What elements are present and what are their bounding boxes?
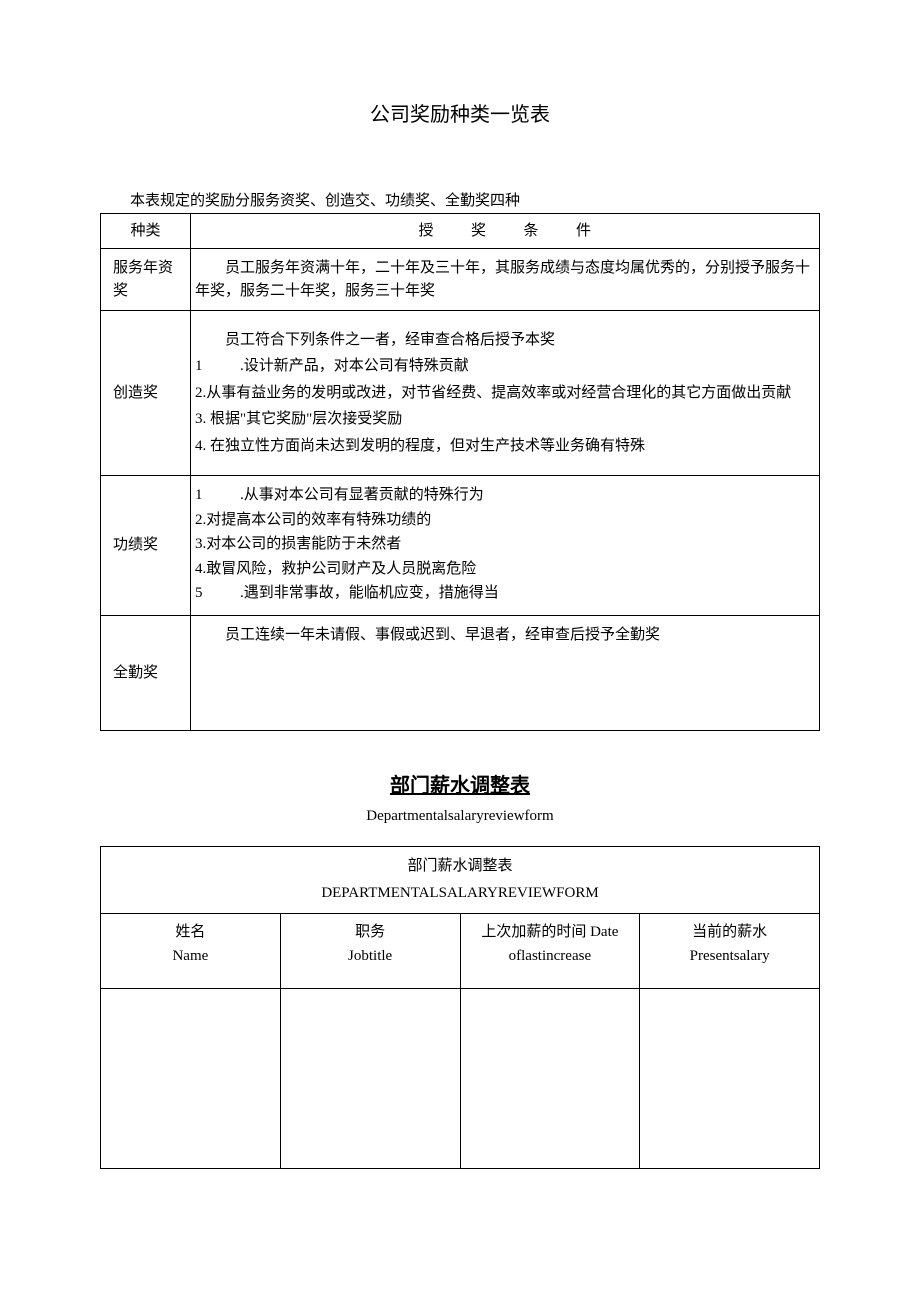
award-type: 全勤奖 (101, 616, 191, 731)
table-row: 全勤奖 员工连续一年未请假、事假或迟到、早退者，经审查后授予全勤奖 (101, 616, 820, 731)
table-row: 姓名 Name 职务 Jobtitle 上次加薪的时间 Date oflasti… (101, 913, 820, 988)
col-jobtitle: 职务 Jobtitle (280, 913, 460, 988)
table-row: 服务年资奖 员工服务年资满十年，二十年及三十年，其服务成绩与态度均属优秀的，分别… (101, 249, 820, 311)
col-header-cond: 授奖条件 (191, 213, 820, 249)
award-type: 服务年资奖 (101, 249, 191, 311)
award-type: 创造奖 (101, 311, 191, 476)
salary-table: 部门薪水调整表 DEPARTMENTALSALARYREVIEWFORM 姓名 … (100, 846, 820, 1169)
salary-header-en: DEPARTMENTALSALARYREVIEWFORM (107, 880, 813, 907)
award-cond: 员工连续一年未请假、事假或迟到、早退者，经审查后授予全勤奖 (191, 616, 820, 731)
doc1-intro: 本表规定的奖励分服务资奖、创造交、功绩奖、全勤奖四种 (100, 190, 820, 213)
cell-lastincrease (460, 988, 640, 1168)
cell-presentsalary (640, 988, 820, 1168)
award-cond: 1.从事对本公司有显著贡献的特殊行为2.对提高本公司的效率有特殊功绩的3.对本公… (191, 476, 820, 616)
table-row: 创造奖 员工符合下列条件之一者，经审查合格后授予本奖1.设计新产品，对本公司有特… (101, 311, 820, 476)
salary-header: 部门薪水调整表 DEPARTMENTALSALARYREVIEWFORM (101, 846, 820, 913)
col-presentsalary: 当前的薪水 Presentsalary (640, 913, 820, 988)
cell-jobtitle (280, 988, 460, 1168)
award-cond: 员工符合下列条件之一者，经审查合格后授予本奖1.设计新产品，对本公司有特殊贡献2… (191, 311, 820, 476)
awards-table: 种类 授奖条件 服务年资奖 员工服务年资满十年，二十年及三十年，其服务成绩与态度… (100, 213, 820, 732)
table-row (101, 988, 820, 1168)
col-lastincrease: 上次加薪的时间 Date oflastincrease (460, 913, 640, 988)
award-type: 功绩奖 (101, 476, 191, 616)
doc1-title: 公司奖励种类一览表 (100, 100, 820, 130)
table-row: 部门薪水调整表 DEPARTMENTALSALARYREVIEWFORM (101, 846, 820, 913)
table-row: 功绩奖 1.从事对本公司有显著贡献的特殊行为2.对提高本公司的效率有特殊功绩的3… (101, 476, 820, 616)
award-cond: 员工服务年资满十年，二十年及三十年，其服务成绩与态度均属优秀的，分别授予服务十年… (191, 249, 820, 311)
cell-name (101, 988, 281, 1168)
col-name: 姓名 Name (101, 913, 281, 988)
salary-header-cn: 部门薪水调整表 (107, 853, 813, 880)
col-header-type: 种类 (101, 213, 191, 249)
doc2-title: 部门薪水调整表 (100, 771, 820, 801)
doc2-subtitle: Departmentalsalaryreviewform (100, 805, 820, 828)
